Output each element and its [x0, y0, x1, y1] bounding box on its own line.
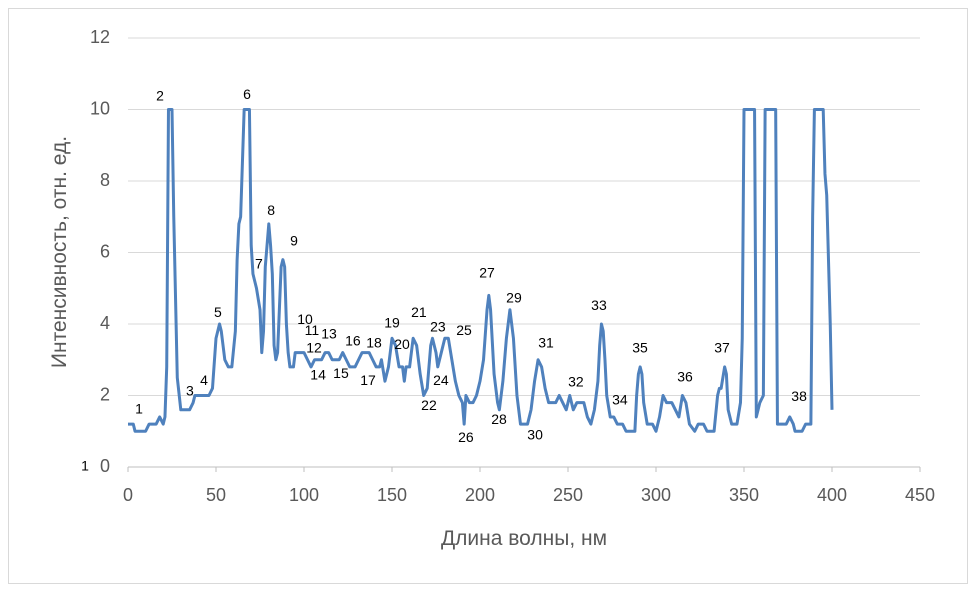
annotation: 2: [156, 88, 164, 104]
annotation: 9: [290, 232, 298, 248]
y-tick-label: 2: [100, 384, 110, 404]
y-tick-label: 10: [90, 98, 110, 118]
annotation: 35: [632, 340, 648, 356]
annotation: 33: [591, 297, 607, 313]
annotation: 30: [527, 427, 543, 443]
y-tick-label: 0: [100, 456, 110, 476]
annotation: 36: [677, 368, 693, 384]
annotation: 1: [81, 458, 89, 474]
x-tick-label: 350: [729, 485, 759, 505]
annotation: 3: [186, 383, 194, 399]
annotation: 15: [333, 365, 349, 381]
annotation: 34: [612, 392, 628, 408]
x-tick-label: 100: [289, 485, 319, 505]
annotation: 27: [479, 265, 495, 281]
annotation: 26: [458, 429, 474, 445]
annotation: 31: [538, 334, 554, 350]
annotation: 20: [394, 336, 410, 352]
annotation: 32: [568, 374, 584, 390]
y-tick-label: 4: [100, 313, 110, 333]
annotation: 19: [384, 315, 400, 331]
annotation: 12: [306, 340, 322, 356]
annotation: 28: [491, 411, 507, 427]
annotation: 14: [310, 367, 326, 383]
annotation: 4: [200, 372, 208, 388]
annotation: 10: [297, 311, 313, 327]
annotation: 21: [411, 304, 427, 320]
annotation: 18: [366, 334, 382, 350]
x-tick-label: 0: [123, 485, 133, 505]
annotation: 8: [267, 202, 275, 218]
x-tick-label: 450: [905, 485, 935, 505]
x-tick-label: 300: [641, 485, 671, 505]
x-axis-title: Длина волны, нм: [441, 527, 607, 550]
annotation: 29: [506, 290, 522, 306]
annotation: 11: [305, 322, 320, 338]
annotation: 25: [456, 322, 472, 338]
y-tick-label: 6: [100, 241, 110, 261]
x-tick-label: 50: [206, 485, 226, 505]
annotation: 24: [433, 372, 449, 388]
annotation: 6: [243, 86, 251, 102]
y-axis-title: Интенсивность, отн. ед.: [48, 136, 71, 368]
annotation: 22: [421, 397, 437, 413]
annotation: 38: [791, 388, 807, 404]
annotation: 1: [135, 401, 143, 417]
annotation: 17: [360, 372, 376, 388]
x-tick-label: 400: [817, 485, 847, 505]
x-tick-label: 150: [377, 485, 407, 505]
annotation: 7: [255, 256, 263, 272]
annotation: 16: [345, 333, 361, 349]
data-line: [128, 108, 834, 433]
annotation: 5: [214, 304, 222, 320]
annotation: 13: [321, 325, 337, 341]
y-tick-label: 12: [90, 27, 110, 47]
x-tick-label: 250: [553, 485, 583, 505]
x-tick-label: 200: [465, 485, 495, 505]
annotation: 23: [430, 318, 446, 334]
annotation: 37: [714, 340, 730, 356]
y-tick-label: 8: [100, 170, 110, 190]
